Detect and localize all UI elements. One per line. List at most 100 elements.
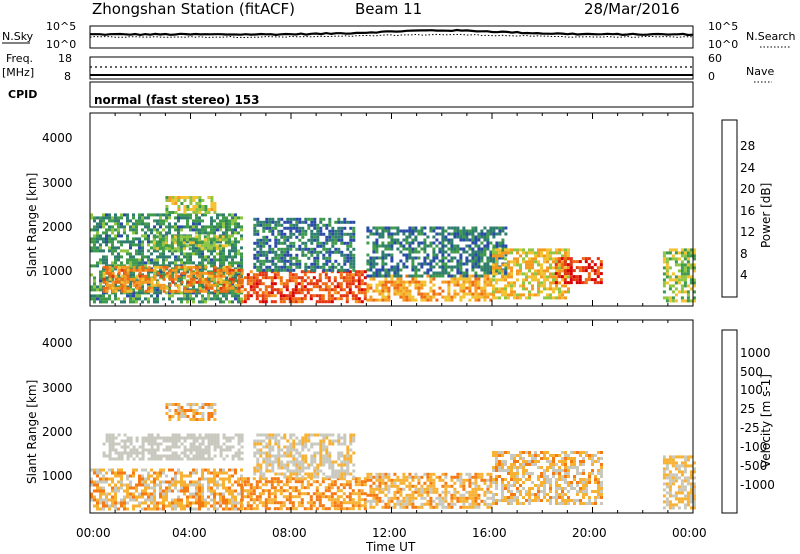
heatmap-cell bbox=[132, 291, 135, 295]
heatmap-cell bbox=[561, 293, 564, 297]
heatmap-cell bbox=[189, 199, 193, 202]
heatmap-cell bbox=[429, 295, 433, 299]
heatmap-cell bbox=[501, 287, 504, 291]
heatmap-cell bbox=[310, 463, 314, 467]
heatmap-cell bbox=[189, 445, 193, 449]
heatmap-cell bbox=[117, 297, 120, 301]
heatmap-cell bbox=[177, 276, 180, 280]
heatmap-cell bbox=[483, 295, 487, 299]
heatmap-cell bbox=[405, 295, 409, 299]
heatmap-cell bbox=[192, 300, 195, 304]
heatmap-cell bbox=[123, 271, 127, 275]
heatmap-cell bbox=[498, 269, 501, 273]
heatmap-cell bbox=[369, 232, 373, 236]
heatmap-cell bbox=[324, 273, 328, 277]
heatmap-cell bbox=[231, 280, 235, 284]
heatmap-cell bbox=[474, 289, 478, 293]
heatmap-cell bbox=[207, 454, 211, 458]
heatmap-cell bbox=[507, 293, 510, 297]
heatmap-cell bbox=[321, 282, 325, 286]
heatmap-cell bbox=[279, 300, 283, 304]
heatmap-cell bbox=[228, 286, 232, 290]
heatmap-cell bbox=[483, 244, 487, 248]
heatmap-cell bbox=[268, 460, 272, 464]
heatmap-cell bbox=[197, 244, 201, 248]
heatmap-cell bbox=[465, 238, 469, 242]
heatmap-cell bbox=[297, 480, 301, 484]
heatmap-cell bbox=[186, 504, 189, 508]
heatmap-cell bbox=[300, 285, 304, 289]
heatmap-cell bbox=[132, 504, 135, 508]
heatmap-cell bbox=[153, 504, 156, 508]
heatmap-cell bbox=[207, 501, 210, 505]
heatmap-cell bbox=[210, 457, 214, 461]
heatmap-cell bbox=[513, 263, 516, 267]
heatmap-cell bbox=[135, 258, 138, 262]
heatmap-cell bbox=[387, 487, 391, 491]
heatmap-cell bbox=[256, 268, 260, 272]
heatmap-cell bbox=[186, 208, 190, 211]
heatmap-cell bbox=[560, 275, 564, 279]
heatmap-cell bbox=[405, 484, 409, 488]
heatmap-cell bbox=[240, 228, 243, 232]
heatmap-cell bbox=[265, 463, 269, 467]
heatmap-cell bbox=[141, 222, 144, 226]
heatmap-cell bbox=[144, 274, 148, 278]
heatmap-cell bbox=[531, 248, 534, 252]
heatmap-cell bbox=[111, 274, 115, 278]
heatmap-cell bbox=[258, 495, 262, 499]
freq-left-tick-bottom: 8 bbox=[64, 70, 71, 83]
heatmap-cell bbox=[390, 481, 394, 485]
heatmap-cell bbox=[120, 291, 123, 295]
heatmap-cell bbox=[378, 292, 382, 296]
heatmap-cell bbox=[234, 480, 237, 484]
heatmap-cell bbox=[336, 282, 340, 286]
heatmap-cell bbox=[123, 439, 127, 443]
heatmap-cell bbox=[411, 478, 415, 482]
heatmap-cell bbox=[123, 471, 126, 475]
heatmap-cell bbox=[411, 295, 415, 299]
heatmap-cell bbox=[453, 247, 457, 251]
heatmap-cell bbox=[219, 492, 222, 496]
heatmap-cell bbox=[240, 445, 244, 449]
heatmap-cell bbox=[596, 269, 600, 273]
heatmap-cell bbox=[189, 406, 193, 409]
heatmap-cell bbox=[414, 487, 418, 491]
heatmap-cell bbox=[180, 280, 184, 284]
heatmap-cell bbox=[213, 480, 216, 484]
heatmap-cell bbox=[384, 286, 388, 290]
heatmap-cell bbox=[271, 463, 275, 467]
heatmap-cell bbox=[171, 489, 174, 493]
heatmap-cell bbox=[179, 241, 183, 245]
heatmap-cell bbox=[492, 290, 495, 294]
heatmap-cell bbox=[349, 460, 353, 464]
heatmap-cell bbox=[279, 276, 283, 280]
heatmap-cell bbox=[282, 300, 286, 304]
heatmap-cell bbox=[168, 454, 172, 458]
heatmap-cell bbox=[234, 289, 238, 293]
heatmap-cell bbox=[183, 213, 186, 217]
heatmap-cell bbox=[477, 232, 481, 236]
heatmap-cell bbox=[549, 248, 552, 252]
heatmap-cell bbox=[216, 282, 219, 286]
heatmap-cell bbox=[156, 501, 159, 505]
heatmap-cell bbox=[336, 495, 340, 499]
heatmap-cell bbox=[114, 265, 118, 269]
heatmap-cell bbox=[304, 472, 308, 476]
heatmap-cell bbox=[171, 477, 174, 481]
heatmap-cell bbox=[301, 454, 305, 458]
heatmap-cell bbox=[195, 498, 198, 502]
heatmap-cell bbox=[322, 433, 326, 437]
heatmap-cell bbox=[162, 261, 165, 265]
heatmap-cell bbox=[318, 279, 322, 283]
heatmap-cell bbox=[192, 211, 196, 214]
heatmap-cell bbox=[480, 292, 484, 296]
nsky-trace bbox=[90, 28, 694, 37]
heatmap-cell bbox=[171, 415, 175, 418]
heatmap-cell bbox=[420, 475, 424, 479]
heatmap-cell bbox=[219, 471, 222, 475]
heatmap-cell bbox=[372, 499, 376, 503]
heatmap-cell bbox=[683, 299, 687, 303]
heatmap-cell bbox=[297, 495, 301, 499]
heatmap-cell bbox=[267, 291, 271, 295]
